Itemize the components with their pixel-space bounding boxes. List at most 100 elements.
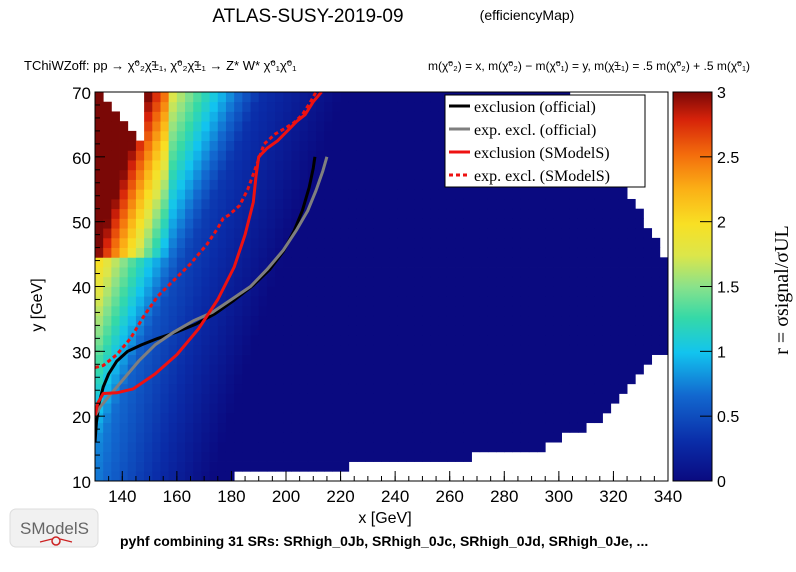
heatmap-cell xyxy=(160,179,170,190)
heatmap-cell xyxy=(438,305,448,317)
heatmap-cell xyxy=(111,286,120,297)
heatmap-cell xyxy=(168,374,178,385)
heatmap-cell xyxy=(430,412,440,424)
x-tick-label: 320 xyxy=(599,487,627,506)
heatmap-cell xyxy=(504,315,513,326)
heatmap-cell xyxy=(266,403,276,414)
heatmap-cell xyxy=(340,461,350,472)
heatmap-cell xyxy=(168,471,178,481)
heatmap-cell xyxy=(577,267,587,278)
heatmap-cell xyxy=(512,354,522,365)
heatmap-cell xyxy=(610,364,620,375)
heatmap-cell xyxy=(373,325,382,336)
heatmap-cell xyxy=(144,276,153,287)
x-tick-label: 220 xyxy=(326,487,354,506)
heatmap-cell xyxy=(627,354,636,365)
heatmap-cell xyxy=(316,296,325,307)
heatmap-cell xyxy=(193,160,202,171)
heatmap-cell xyxy=(528,296,538,307)
heatmap-cell xyxy=(332,325,341,336)
heatmap-cell xyxy=(283,150,292,161)
heatmap-cell xyxy=(586,315,595,326)
heatmap-cell xyxy=(135,451,145,462)
heatmap-cell xyxy=(553,354,562,365)
heatmap-cell xyxy=(152,208,161,219)
heatmap-cell xyxy=(397,150,407,161)
heatmap-cell xyxy=(217,354,227,365)
heatmap-cell xyxy=(225,247,235,258)
heatmap-cell xyxy=(234,422,243,433)
heatmap-cell xyxy=(496,412,505,424)
heatmap-cell xyxy=(618,315,628,326)
heatmap-cell xyxy=(487,198,497,210)
heatmap-cell xyxy=(430,383,440,394)
heatmap-cell xyxy=(627,228,636,239)
heatmap-cell xyxy=(135,432,145,443)
heatmap-cell xyxy=(438,208,448,219)
heatmap-cell xyxy=(594,335,603,346)
heatmap-cell xyxy=(152,101,161,112)
axes: 140 160 180 200 220 240 260 280 300 320 3401020304… xyxy=(72,84,682,506)
heatmap-cell xyxy=(348,276,358,287)
heatmap-cell xyxy=(487,218,497,229)
heatmap-cell xyxy=(602,189,612,200)
heatmap-cell xyxy=(594,276,603,287)
heatmap-cell xyxy=(610,276,620,287)
heatmap-cell xyxy=(659,267,668,278)
heatmap-cell xyxy=(504,247,513,258)
heatmap-cell xyxy=(103,276,112,287)
heatmap-cell xyxy=(487,267,497,278)
heatmap-cell xyxy=(283,422,292,433)
heatmap-cell xyxy=(389,130,399,142)
heatmap-cell xyxy=(258,179,268,190)
heatmap-cell xyxy=(577,218,587,229)
heatmap-cell xyxy=(446,393,456,404)
heatmap-cell xyxy=(569,257,579,268)
heatmap-cell xyxy=(381,208,391,219)
heatmap-cell xyxy=(406,305,415,317)
heatmap-cell xyxy=(127,403,137,414)
heatmap-cell xyxy=(275,228,284,239)
heatmap-cell xyxy=(316,121,325,132)
heatmap-cell xyxy=(266,354,276,365)
heatmap-cell xyxy=(373,150,382,161)
heatmap-cell xyxy=(446,383,456,394)
heatmap-cell xyxy=(127,276,137,287)
heatmap-cell xyxy=(266,101,276,112)
heatmap-cell xyxy=(152,296,161,307)
heatmap-cell xyxy=(627,286,636,297)
heatmap-cell xyxy=(643,344,653,355)
heatmap-cell xyxy=(512,374,522,385)
heatmap-cell xyxy=(356,393,366,404)
heatmap-cell xyxy=(422,344,432,355)
heatmap-cell xyxy=(242,267,251,278)
heatmap-cell xyxy=(225,422,235,433)
heatmap-cell xyxy=(234,383,243,394)
heatmap-cell xyxy=(537,276,546,287)
heatmap-cell xyxy=(201,442,210,453)
heatmap-cell xyxy=(487,374,497,385)
heatmap-cell xyxy=(397,403,407,414)
heatmap-cell xyxy=(602,247,612,258)
heatmap-cell xyxy=(520,208,530,219)
heatmap-cell xyxy=(496,257,505,268)
heatmap-cell xyxy=(201,432,210,443)
heatmap-cell xyxy=(389,335,399,346)
heatmap-cell xyxy=(307,432,317,443)
heatmap-cell xyxy=(471,403,481,414)
heatmap-cell xyxy=(225,257,235,268)
heatmap-cell xyxy=(283,267,292,278)
heatmap-cell xyxy=(594,218,603,229)
heatmap-cell xyxy=(553,276,562,287)
heatmap-cell xyxy=(635,267,644,278)
heatmap-cell xyxy=(332,228,341,239)
heatmap-cell xyxy=(332,364,341,375)
heatmap-cell xyxy=(446,325,456,336)
heatmap-cell xyxy=(152,218,161,229)
heatmap-cell xyxy=(234,257,243,268)
heatmap-cell xyxy=(307,130,317,142)
heatmap-cell xyxy=(537,296,546,307)
heatmap-cell xyxy=(299,354,309,365)
heatmap-cell xyxy=(471,247,481,258)
heatmap-cell xyxy=(471,412,481,424)
